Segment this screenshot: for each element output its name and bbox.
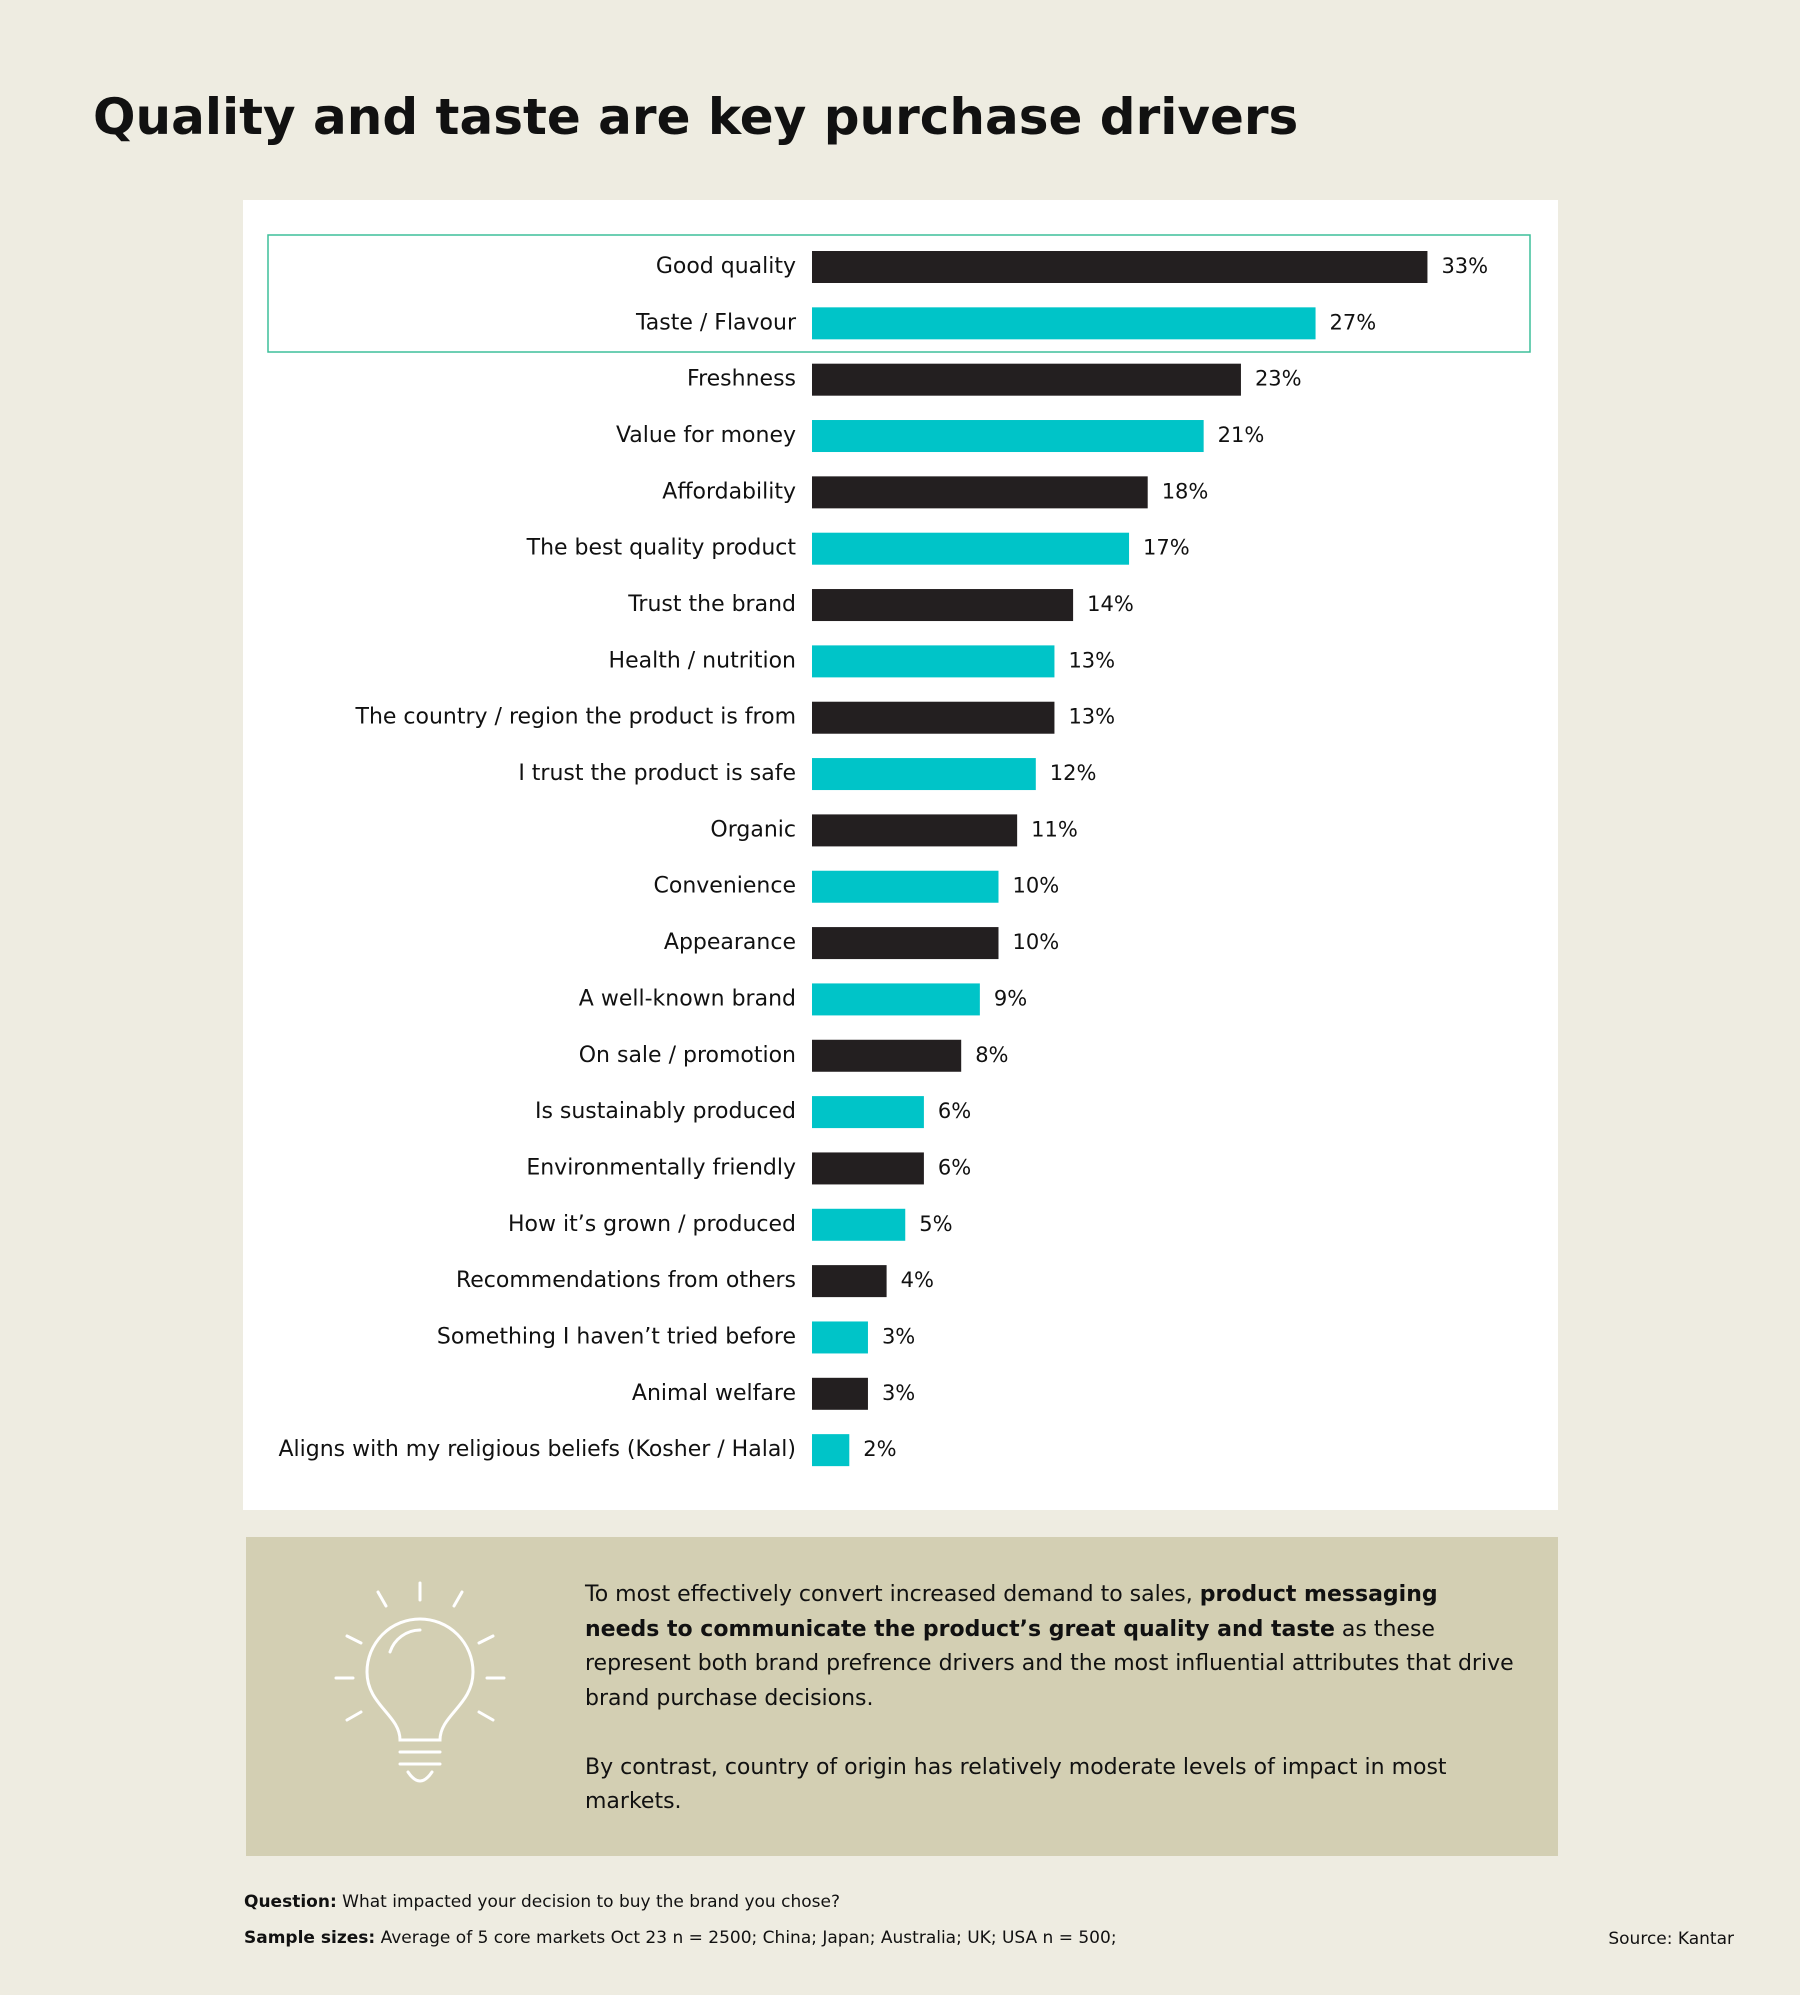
bar bbox=[812, 1039, 962, 1072]
value-label: 6% bbox=[938, 1099, 971, 1123]
category-label: A well-known brand bbox=[579, 986, 796, 1011]
value-label: 9% bbox=[994, 986, 1027, 1010]
bar bbox=[812, 476, 1148, 509]
page-title: Quality and taste are key purchase drive… bbox=[93, 88, 1299, 146]
value-label: 5% bbox=[919, 1212, 952, 1236]
category-label: How it’s grown / produced bbox=[508, 1212, 796, 1237]
value-label: 8% bbox=[975, 1043, 1008, 1067]
question-label: Question: bbox=[244, 1892, 337, 1912]
bar bbox=[812, 927, 999, 960]
bar bbox=[812, 532, 1130, 565]
value-label: 2% bbox=[863, 1437, 896, 1461]
bar bbox=[812, 1152, 924, 1185]
value-label: 10% bbox=[1013, 874, 1060, 898]
category-label: The country / region the product is from bbox=[355, 705, 796, 730]
category-label: Convenience bbox=[654, 874, 796, 899]
bar bbox=[812, 1434, 850, 1467]
category-label: Animal welfare bbox=[632, 1381, 796, 1406]
category-label: Recommendations from others bbox=[456, 1268, 796, 1293]
category-label: The best quality product bbox=[526, 536, 797, 561]
bar bbox=[812, 1265, 887, 1298]
value-label: 12% bbox=[1050, 761, 1097, 785]
category-label: Freshness bbox=[687, 367, 796, 392]
bar bbox=[812, 870, 999, 903]
bar bbox=[812, 589, 1074, 622]
note-text: To most effectively convert increased de… bbox=[585, 1578, 1515, 1854]
value-label: 13% bbox=[1068, 648, 1115, 672]
value-label: 27% bbox=[1330, 310, 1377, 334]
bar bbox=[812, 251, 1428, 283]
bulb-icon bbox=[334, 1581, 506, 1783]
value-label: 21% bbox=[1218, 423, 1265, 447]
bar bbox=[812, 814, 1018, 847]
bar bbox=[812, 1096, 924, 1129]
highlight-box bbox=[267, 234, 1531, 353]
category-label: Something I haven’t tried before bbox=[437, 1324, 796, 1349]
bar bbox=[812, 701, 1055, 734]
value-label: 33% bbox=[1441, 254, 1488, 278]
bar bbox=[812, 307, 1316, 340]
bar bbox=[812, 758, 1036, 791]
value-label: 23% bbox=[1255, 367, 1302, 391]
sample-line: Sample sizes: Average of 5 core markets … bbox=[244, 1928, 1117, 1948]
value-label: 4% bbox=[901, 1268, 934, 1292]
value-label: 18% bbox=[1162, 479, 1209, 503]
note-text-part: To most effectively convert increased de… bbox=[585, 1582, 1200, 1607]
sample-label: Sample sizes: bbox=[244, 1928, 376, 1948]
bar bbox=[812, 645, 1055, 678]
question-line: Question: What impacted your decision to… bbox=[244, 1892, 840, 1912]
category-label: Taste / Flavour bbox=[635, 310, 797, 335]
category-label: On sale / promotion bbox=[579, 1043, 796, 1068]
category-label: Affordability bbox=[662, 479, 796, 504]
value-label: 13% bbox=[1068, 705, 1115, 729]
sample-text: Average of 5 core markets Oct 23 n = 250… bbox=[380, 1928, 1117, 1948]
value-label: 14% bbox=[1087, 592, 1134, 616]
bar bbox=[812, 1208, 906, 1241]
bar bbox=[812, 983, 980, 1016]
note-paragraph: To most effectively convert increased de… bbox=[585, 1578, 1515, 1716]
category-label: Is sustainably produced bbox=[535, 1099, 796, 1124]
bar bbox=[812, 363, 1241, 396]
bar bbox=[812, 1377, 868, 1410]
value-label: 10% bbox=[1013, 930, 1060, 954]
category-label: Appearance bbox=[664, 930, 796, 955]
value-label: 17% bbox=[1143, 536, 1190, 560]
category-label: Health / nutrition bbox=[609, 648, 796, 673]
source: Source: Kantar bbox=[1608, 1929, 1734, 1949]
value-label: 3% bbox=[882, 1324, 915, 1348]
note-emphasis: product messaging needs to communicate t… bbox=[585, 1582, 1438, 1642]
value-label: 6% bbox=[938, 1155, 971, 1179]
bar bbox=[812, 1321, 868, 1354]
category-label: I trust the product is safe bbox=[518, 761, 796, 786]
category-label: Organic bbox=[710, 817, 796, 842]
category-label: Good quality bbox=[656, 254, 796, 279]
bar bbox=[812, 420, 1204, 453]
value-label: 3% bbox=[882, 1381, 915, 1405]
category-label: Trust the brand bbox=[627, 592, 796, 617]
note-paragraph: By contrast, country of origin has relat… bbox=[585, 1754, 1447, 1815]
category-label: Aligns with my religious beliefs (Kosher… bbox=[278, 1437, 796, 1462]
question-text: What impacted your decision to buy the b… bbox=[342, 1892, 840, 1912]
category-label: Value for money bbox=[616, 423, 796, 448]
category-label: Environmentally friendly bbox=[526, 1155, 796, 1180]
note-text-part: as these represent both brand prefrence … bbox=[585, 1616, 1514, 1711]
chart-panel bbox=[243, 200, 1558, 1510]
value-label: 11% bbox=[1031, 817, 1078, 841]
